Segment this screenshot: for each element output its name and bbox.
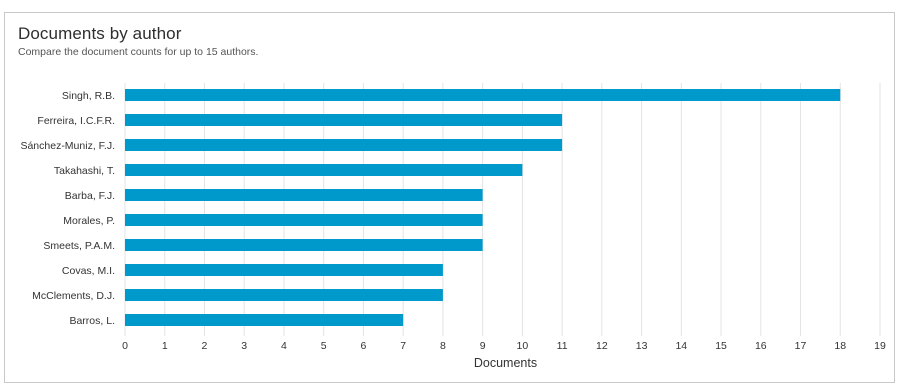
x-tick-label: 19: [874, 340, 886, 352]
bar[interactable]: [125, 314, 404, 326]
x-tick-label: 2: [202, 340, 208, 352]
author-labels: Singh, R.B. Ferreira, I.C.F.R. Sánchez-Mun…: [20, 90, 115, 327]
x-tick-label: 10: [517, 340, 529, 352]
x-tick-label: 14: [675, 340, 687, 352]
author-label: Barba, F.J.: [65, 190, 115, 202]
bar[interactable]: [125, 139, 563, 151]
x-tick-label: 13: [636, 340, 648, 352]
bar[interactable]: [125, 239, 483, 251]
author-label: McClements, D.J.: [32, 290, 115, 302]
x-axis-label: Documents: [474, 356, 537, 370]
x-tick-label: 3: [241, 340, 247, 352]
x-tick-label: 18: [834, 340, 846, 352]
x-tick-label: 12: [596, 340, 608, 352]
chart-subtitle: Compare the document counts for up to 15…: [18, 46, 259, 58]
x-tick-label: 15: [715, 340, 727, 352]
author-label: Barros, L.: [69, 315, 115, 327]
chart-panel: Documents by author Compare the document…: [4, 12, 895, 383]
x-tick-label: 8: [440, 340, 446, 352]
bar[interactable]: [125, 114, 563, 126]
x-tick-labels: 0 1 2 3 4 5 6 7 8 9 10 11 12 13 14 15 16 17 18 19: [122, 340, 886, 352]
author-label: Smeets, P.A.M.: [43, 240, 115, 252]
x-tick-label: 1: [162, 340, 168, 352]
author-label: Morales, P.: [63, 215, 115, 227]
bar[interactable]: [125, 89, 841, 101]
x-tick-label: 6: [360, 340, 366, 352]
x-tick-label: 16: [755, 340, 767, 352]
chart-title: Documents by author: [18, 24, 182, 43]
bar[interactable]: [125, 164, 523, 176]
x-tick-label: 9: [480, 340, 486, 352]
bars: [125, 89, 841, 326]
x-tick-label: 17: [795, 340, 807, 352]
author-label: Singh, R.B.: [62, 90, 115, 102]
x-tick-label: 11: [557, 340, 568, 352]
bar[interactable]: [125, 289, 443, 301]
x-tick-label: 4: [281, 340, 287, 352]
x-tick-label: 7: [400, 340, 406, 352]
bar[interactable]: [125, 214, 483, 226]
x-tick-label: 0: [122, 340, 128, 352]
bar-chart: Singh, R.B. Ferreira, I.C.F.R. Sánchez-Mun…: [20, 83, 886, 370]
bar[interactable]: [125, 189, 483, 201]
author-label: Takahashi, T.: [54, 165, 115, 177]
author-label: Covas, M.I.: [62, 265, 115, 277]
bar[interactable]: [125, 264, 443, 276]
x-tick-label: 5: [321, 340, 327, 352]
author-label: Sánchez-Muniz, F.J.: [20, 140, 115, 152]
author-label: Ferreira, I.C.F.R.: [37, 115, 115, 127]
